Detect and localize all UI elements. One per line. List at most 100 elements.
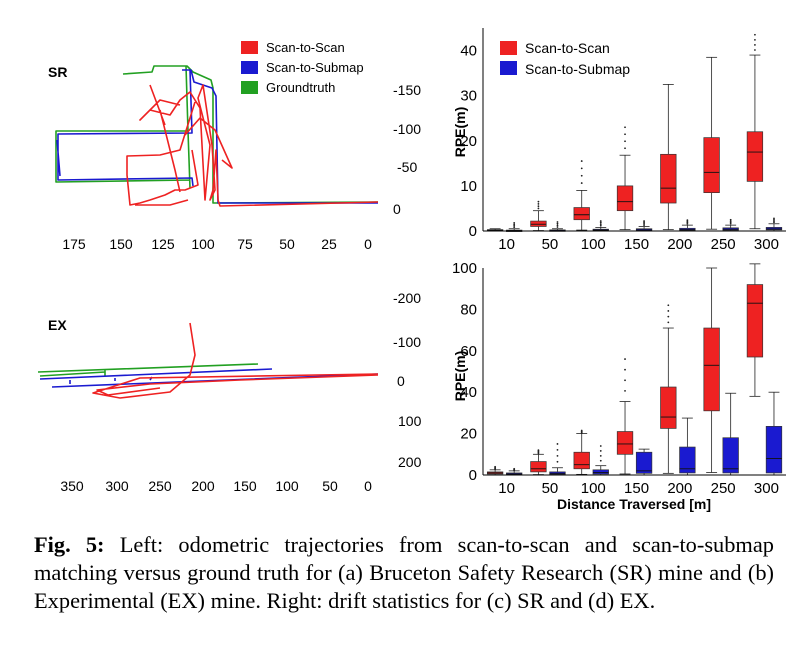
box-outlier [773,220,775,222]
ex-rpe-y-tick: 40 [460,384,477,401]
sr-rpe-x-tick: 50 [542,236,559,253]
box-outlier [580,160,583,162]
box-outlier [599,445,602,447]
sr-rpe-y-tick: 20 [460,133,477,150]
sr-rpe-y-tick: 30 [460,88,477,105]
ex-boxes [486,263,783,476]
ex-rpe-x-tick: 10 [498,480,515,497]
figure: SR 175 150 125 100 75 50 25 0 -150 -100 … [37,28,786,512]
box-outlier [754,38,756,41]
sr-y-ticks: -150 -100 -50 0 [393,82,421,217]
ex-x-tick: 0 [364,478,372,494]
sr-scan-to-submap-path [56,69,378,204]
legend-swatch-groundtruth [241,81,258,94]
box-outlier [537,449,540,452]
legend-label-scan-to-scan: Scan-to-Scan [525,40,610,56]
box-outlier [624,126,626,129]
box-outlier [556,454,559,457]
sr-rpe-x-ticks: 10 50 100 150 200 250 300 [498,236,779,253]
sr-x-tick: 0 [364,236,372,252]
sr-rpe-x-tick: 300 [754,236,779,253]
box-scan-to-scan [530,220,547,227]
ex-y-ticks: -200 -100 0 100 200 [393,290,422,470]
box-outlier [624,147,626,150]
sr-x-tick: 125 [151,236,175,252]
box-outlier [580,182,583,184]
ex-y-tick: -100 [393,334,421,350]
box-outlier [624,368,626,371]
box-outlier [556,449,559,451]
box-outlier [667,315,670,318]
box-scan-to-submap [765,426,783,474]
box-scan-to-scan [573,451,590,470]
box-outlier [686,220,689,223]
sr-rpe-y-label: RPE(m) [452,107,468,158]
box-outlier [537,203,540,205]
legend-label-scan-to-submap: Scan-to-Submap [525,61,630,77]
box-scan-to-submap [635,451,653,474]
ex-scan-to-submap-path [39,368,379,388]
sr-y-tick: -150 [393,82,421,98]
box-outlier [513,467,516,470]
box-outlier [556,460,559,463]
box-outlier [556,226,559,228]
box-scan-to-scan [746,284,764,358]
ex-rpe-x-label: Distance Traversed [m] [557,496,711,512]
box-outlier [556,222,559,225]
caption-text: Left: odometric trajectories from scan-t… [34,532,774,614]
ex-x-tick: 350 [60,478,84,494]
box-outlier [537,207,540,210]
ex-rpe-x-tick: 250 [711,480,736,497]
ex-x-tick: 100 [275,478,299,494]
sr-x-tick: 175 [62,236,86,252]
ex-trajectory-plot: EX 350 300 250 200 150 100 50 0 -200 -10… [37,290,422,494]
box-outlier [754,33,756,36]
ex-rpe-x-tick: 150 [624,480,649,497]
sr-x-tick: 25 [321,236,337,252]
legend-swatch-scan-to-submap [500,61,517,75]
box-outlier [599,223,602,226]
box-outlier [667,321,670,324]
sr-rpe-boxplot: 0 10 20 30 40 10 50 100 150 200 250 300 … [452,28,786,253]
sr-x-ticks: 175 150 125 100 75 50 25 0 [62,236,372,252]
ex-y-tick: 200 [398,454,422,470]
ex-paths [37,322,379,399]
box-outlier [667,304,670,307]
sr-x-tick: 100 [191,236,215,252]
box-outlier [599,450,602,452]
box-outlier [537,205,540,208]
sr-rpe-y-tick: 0 [469,223,477,240]
box-outlier [624,390,626,392]
box-scan-to-scan [703,327,720,412]
box-outlier [773,217,775,220]
box-outlier [686,219,689,222]
caption-fig-label: Fig. 5: [34,532,105,557]
sr-x-tick: 50 [279,236,295,252]
box-scan-to-submap [592,469,609,475]
sr-rpe-x-tick: 250 [711,236,736,253]
box-outlier [643,220,645,222]
sr-x-tick: 75 [237,236,253,252]
box-outlier [729,220,732,222]
ex-panel-label: EX [48,317,67,333]
box-outlier [624,140,626,143]
box-outlier [729,222,732,225]
legend-label-groundtruth: Groundtruth [266,80,335,95]
ex-rpe-y-tick: 60 [460,343,477,360]
ex-x-tick: 200 [191,478,215,494]
box-outlier [580,167,583,170]
box-outlier [643,224,645,227]
sr-x-tick: 150 [109,236,133,252]
box-outlier [580,429,583,432]
sr-rpe-y-tick: 40 [460,43,477,60]
box-outlier [686,222,689,225]
box-outlier [773,218,775,221]
legend-swatch-scan-to-submap [241,61,258,74]
ex-rpe-y-label: RPE(m) [452,351,468,402]
sr-trajectory-plot: SR 175 150 125 100 75 50 25 0 -150 -100 … [48,40,421,252]
sr-rpe-x-tick: 200 [667,236,692,253]
box-outlier [494,465,497,468]
sr-y-tick: 0 [393,201,401,217]
ex-scan-to-scan-path [92,322,379,399]
sr-rpe-legend: Scan-to-Scan Scan-to-Submap [500,40,630,77]
